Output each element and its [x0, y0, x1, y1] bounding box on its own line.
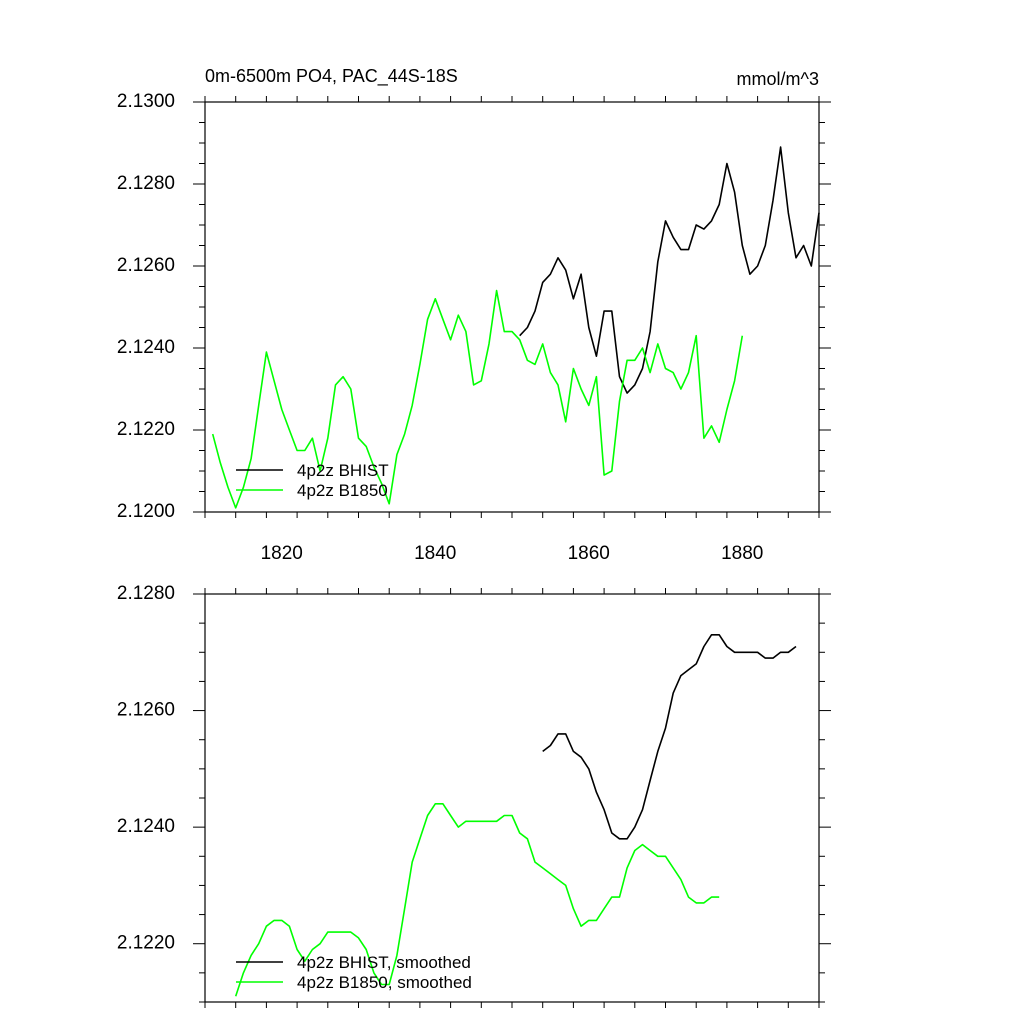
y-tick-label: 2.1220 — [117, 933, 175, 954]
y-tick-label: 2.1260 — [117, 255, 175, 276]
y-tick-label: 2.1280 — [117, 583, 175, 604]
legend-label-b1850: 4p2z B1850 — [297, 481, 388, 500]
x-tick-label: 1840 — [414, 543, 456, 564]
y-tick-label: 2.1240 — [117, 816, 175, 837]
top-panel-y-tick-labels: 2.1200 2.1220 2.1240 2.1260 2.1280 2.130… — [117, 91, 175, 522]
x-tick-label: 1820 — [261, 543, 303, 564]
x-tick-label: 1860 — [568, 543, 610, 564]
series-line-bhist — [519, 146, 820, 394]
top-panel: 0m-6500m PO4, PAC_44S-18S mmol/m^3 2.120… — [117, 66, 831, 564]
bottom-panel: 2.1220 2.1240 2.1260 2.1280 4p2z BHIST, … — [117, 583, 831, 1008]
legend-label-b1850-smoothed: 4p2z B1850, smoothed — [297, 973, 472, 992]
units-label: mmol/m^3 — [737, 69, 819, 89]
bottom-panel-y-tick-labels: 2.1220 2.1240 2.1260 2.1280 — [117, 583, 175, 954]
series-line-b1850 — [211, 289, 744, 509]
x-tick-label: 1880 — [721, 543, 763, 564]
series-line-bhist-smoothed — [542, 634, 797, 840]
y-tick-label: 2.1280 — [117, 173, 175, 194]
bottom-panel-ticks — [193, 588, 831, 1008]
legend-label-bhist-smoothed: 4p2z BHIST, smoothed — [297, 953, 471, 972]
y-tick-label: 2.1240 — [117, 337, 175, 358]
top-panel-x-tick-labels: 1820 1840 1860 1880 — [261, 543, 764, 564]
series-line-b1850-smoothed — [234, 803, 720, 997]
legend-label-bhist: 4p2z BHIST — [297, 461, 389, 480]
chart-title: 0m-6500m PO4, PAC_44S-18S — [205, 66, 458, 87]
bottom-panel-plot-frame — [204, 593, 820, 1003]
y-tick-label: 2.1200 — [117, 501, 175, 522]
top-panel-ticks — [193, 96, 831, 518]
y-tick-label: 2.1260 — [117, 700, 175, 721]
top-panel-plot-frame — [204, 101, 820, 513]
y-tick-label: 2.1220 — [117, 419, 175, 440]
y-tick-label: 2.1300 — [117, 91, 175, 112]
top-panel-legend: 4p2z BHIST 4p2z B1850 — [236, 461, 389, 500]
bottom-panel-legend: 4p2z BHIST, smoothed 4p2z B1850, smoothe… — [236, 953, 472, 992]
